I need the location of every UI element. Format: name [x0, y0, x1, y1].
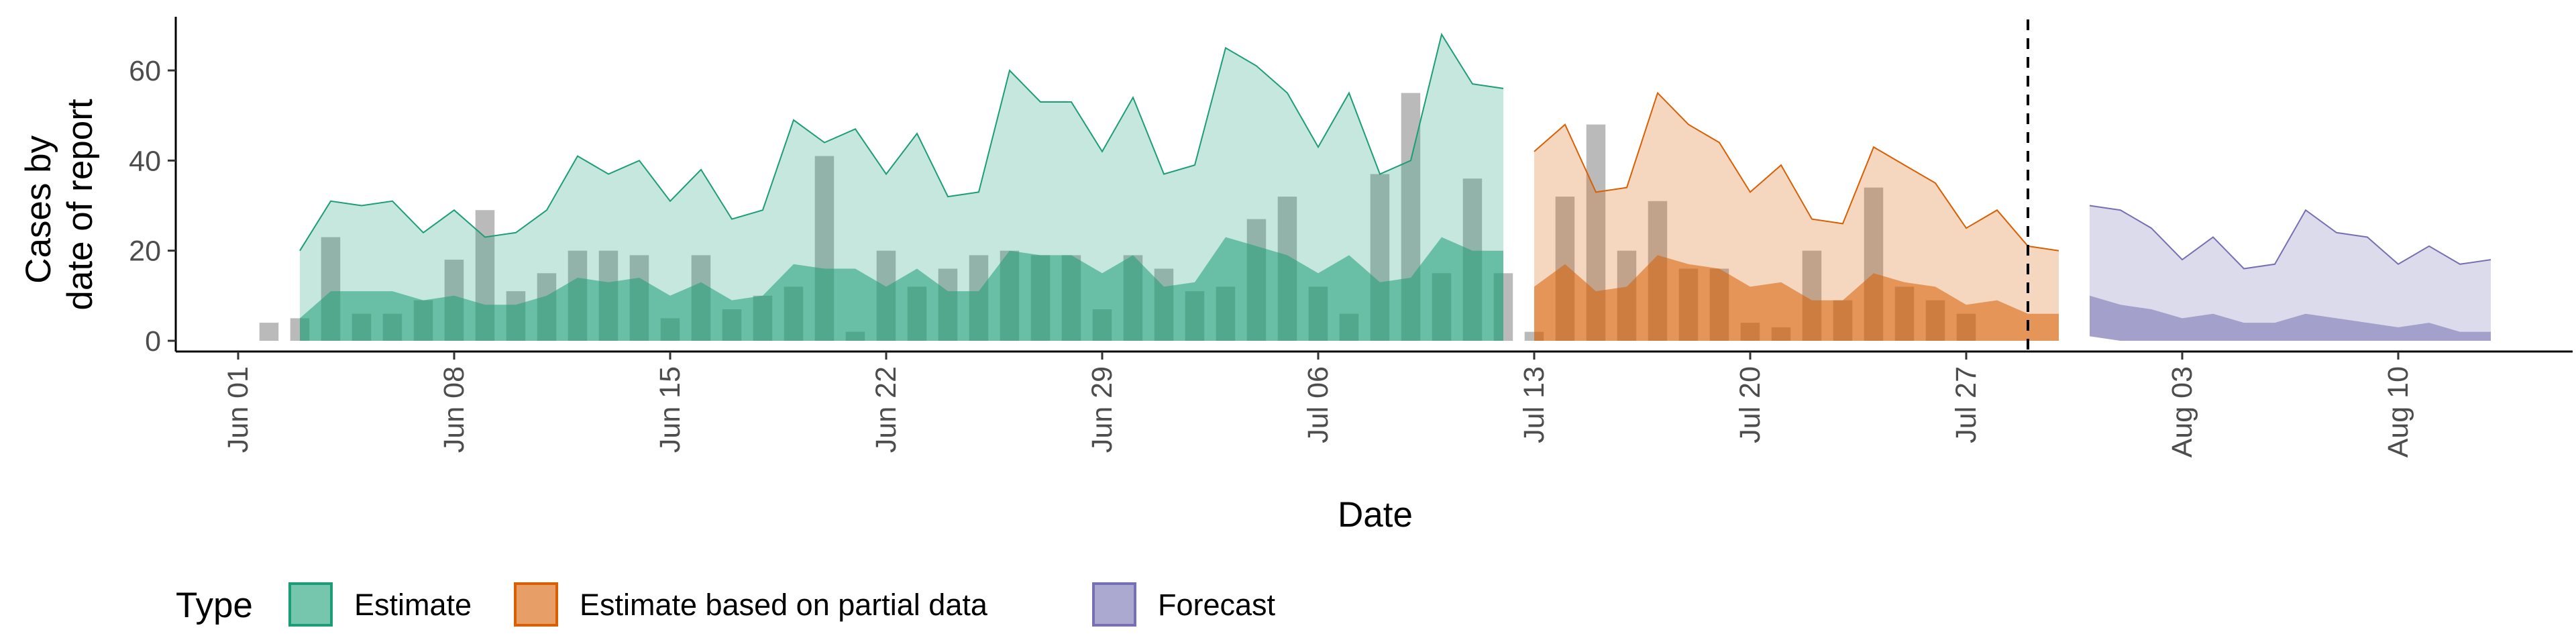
estimate-based-on-partial-data-upper-line — [1534, 91, 2059, 252]
forecast-outer-ribbon — [2090, 205, 2491, 341]
x-tick-label: Jun 01 — [222, 366, 254, 453]
legend-title: Type — [176, 586, 253, 625]
legend-key-forecast — [1092, 582, 1136, 627]
x-tick-label: Jul 20 — [1734, 366, 1766, 443]
x-tick-label: Jul 13 — [1518, 366, 1550, 443]
x-tick-label: Jun 29 — [1086, 366, 1118, 453]
legend: Type Estimate Estimate based on partial … — [176, 582, 1276, 627]
legend-label-estimate: Estimate — [354, 588, 472, 622]
x-tick-label: Aug 10 — [2382, 366, 2414, 458]
y-tick-label: 20 — [129, 235, 161, 268]
legend-label-forecast: Forecast — [1158, 588, 1276, 622]
estimate-upper-line — [299, 32, 1504, 252]
x-tick-label: Jul 27 — [1950, 366, 1982, 443]
estimate-outer-ribbon — [300, 34, 1503, 341]
x-tick-label: Aug 03 — [2166, 366, 2198, 458]
legend-key-partial — [514, 582, 558, 627]
legend-label-partial: Estimate based on partial data — [580, 588, 988, 622]
x-tick-label: Jul 06 — [1302, 366, 1334, 443]
estimate-based-on-partial-data-inner-ribbon — [1534, 255, 2059, 341]
y-tick-label: 40 — [129, 145, 161, 177]
x-tick-label: Jun 15 — [654, 366, 686, 453]
x-axis-title: Date — [1338, 495, 1413, 535]
y-axis-title-line-2: date of report — [60, 99, 100, 311]
bar — [259, 323, 279, 341]
y-axis-title-line-1: Cases by — [19, 135, 58, 283]
forecast-inner-ribbon — [2090, 295, 2491, 341]
legend-key-estimate — [288, 582, 333, 627]
x-tick-label: Jun 08 — [438, 366, 470, 453]
forecast-upper-line — [2089, 205, 2491, 270]
x-tick-label: Jun 22 — [870, 366, 902, 453]
y-axis-title: Cases by date of report — [19, 99, 100, 311]
series-layer — [299, 32, 2491, 341]
y-tick-label: 0 — [145, 325, 161, 358]
y-tick-label: 60 — [129, 55, 161, 87]
axes-layer: 0 20 40 60 Jun 01 Jun 08 Jun 15 Jun 22 Jun 29 Jul… — [129, 17, 2573, 458]
estimate-inner-ribbon — [300, 237, 1503, 341]
